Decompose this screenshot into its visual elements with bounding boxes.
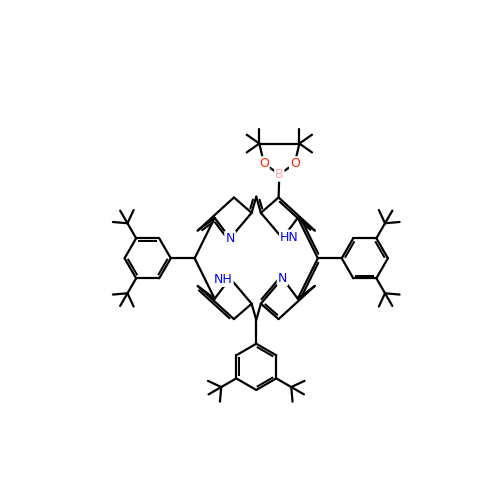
- Text: HN: HN: [280, 230, 298, 243]
- Text: B: B: [275, 168, 283, 181]
- Text: HN: HN: [280, 230, 298, 243]
- Text: NH: NH: [214, 273, 233, 286]
- Text: NH: NH: [214, 273, 233, 286]
- Text: N: N: [278, 272, 287, 285]
- Text: O: O: [290, 157, 300, 170]
- Text: N: N: [278, 272, 287, 285]
- Text: N: N: [226, 232, 235, 245]
- Text: N: N: [226, 232, 235, 245]
- Text: O: O: [259, 157, 269, 170]
